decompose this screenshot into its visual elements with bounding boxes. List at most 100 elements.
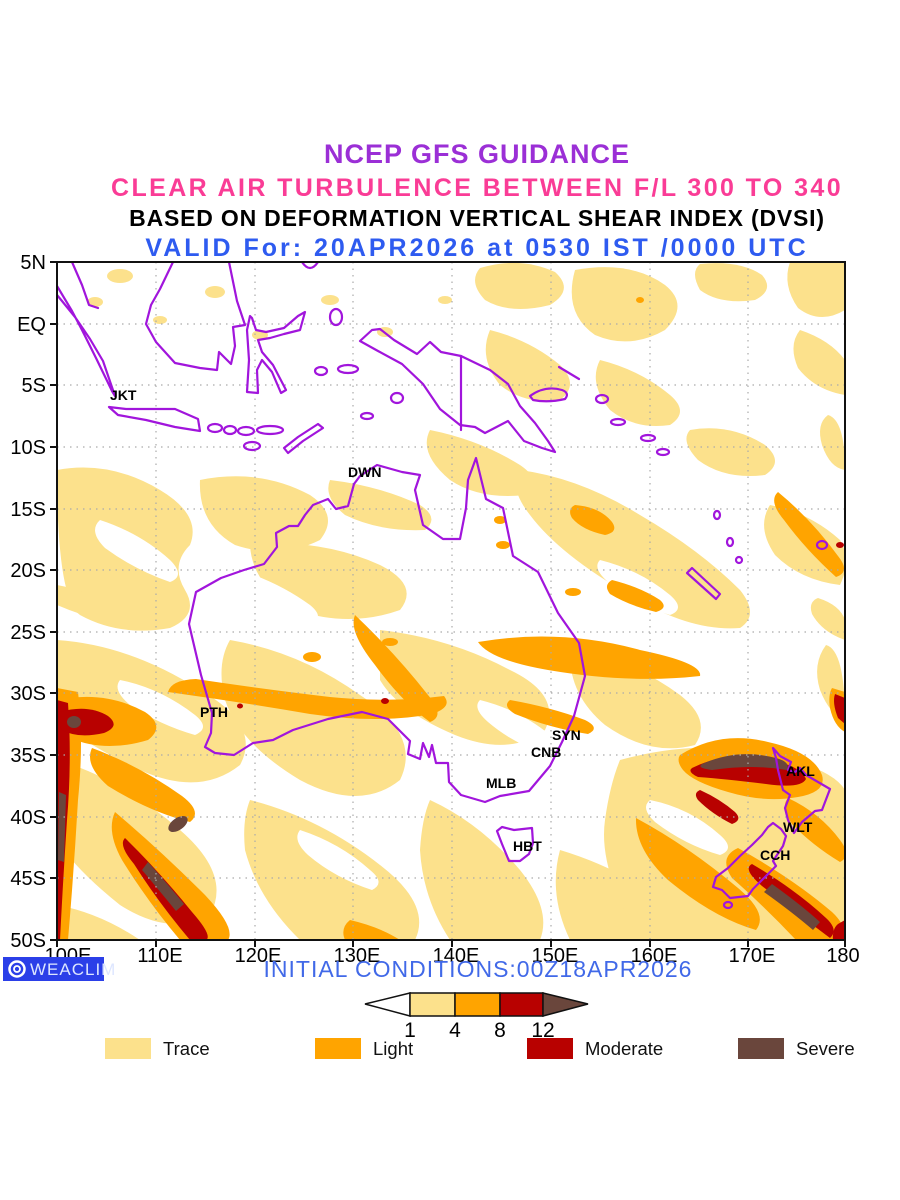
- y-tick-label: 25S: [10, 622, 46, 644]
- y-tick-label: EQ: [17, 314, 46, 336]
- y-tick-label: 35S: [10, 745, 46, 767]
- coastline-sumba: [242, 440, 262, 452]
- y-tick-label: 5S: [22, 375, 46, 397]
- station-label: DWN: [348, 464, 381, 480]
- y-axis-labels: 5N EQ 5S 10S 15S 20S 25S 30S 35S 40S 45S…: [10, 252, 46, 952]
- coastline-malay-peninsula: [70, 262, 100, 310]
- coastline-new-caledonia: [685, 566, 722, 601]
- coastline-stewart-island: [722, 900, 734, 910]
- coastline-borneo: [144, 262, 247, 372]
- y-tick-label: 20S: [10, 560, 46, 582]
- title-method: BASED ON DEFORMATION VERTICAL SHEAR INDE…: [129, 205, 825, 231]
- station-label: MLB: [486, 775, 516, 791]
- legend-swatch: [315, 1038, 361, 1059]
- coastline-new-guinea: [358, 327, 557, 454]
- colorbar-tick: 12: [531, 1019, 554, 1042]
- station-label: JKT: [110, 387, 137, 403]
- colorbar-left-arrow: [364, 992, 411, 1017]
- coastline-flores: [255, 424, 285, 436]
- y-tick-label: 15S: [10, 499, 46, 521]
- y-tick-label: 40S: [10, 807, 46, 829]
- title-valid-time: VALID For: 20APR2026 at 0530 IST /0000 U…: [145, 234, 808, 262]
- logo-ring-inner-icon: [13, 965, 21, 973]
- turbulence-severe-layer: [58, 716, 820, 930]
- coastline-tanimbar: [359, 411, 375, 421]
- coastline-solomons-1: [609, 417, 627, 427]
- coastline-new-britain: [528, 387, 569, 403]
- initial-conditions-text: INITIAL CONDITIONS:00Z18APR2026: [264, 956, 693, 982]
- station-label: AKL: [786, 763, 815, 779]
- x-tick-label: 170E: [729, 945, 776, 967]
- coastlines: [57, 262, 832, 910]
- coastline-timor: [282, 422, 325, 455]
- coastline-new-ireland: [557, 365, 581, 381]
- legend-label: Severe: [796, 1038, 855, 1059]
- x-tick-label: 120E: [235, 945, 282, 967]
- x-tick-label: 130E: [334, 945, 381, 967]
- severity-legend: Trace Light Moderate Severe: [105, 1038, 855, 1059]
- coastline-nz-north-island: [771, 746, 832, 835]
- coastline-seram: [336, 363, 360, 375]
- x-tick-label: 160E: [631, 945, 678, 967]
- legend-swatch: [527, 1038, 573, 1059]
- x-tick-label: 180: [826, 945, 859, 967]
- station-label: HBT: [513, 838, 542, 854]
- coastline-bougainville: [594, 393, 610, 405]
- coastline-bali: [206, 422, 224, 434]
- coastline-halmahera: [328, 307, 344, 327]
- coastline-australia: [187, 456, 587, 804]
- station-label: CNB: [531, 744, 561, 760]
- y-tick-label: 30S: [10, 683, 46, 705]
- station-label: WLT: [783, 819, 813, 835]
- y-tick-label: 45S: [10, 868, 46, 890]
- coastline-tasmania: [495, 825, 535, 863]
- coastline-sumbawa: [236, 425, 256, 437]
- map-plot-area: JKT DWN PTH SYN CNB MLB HBT AKL WLT CCH: [57, 262, 845, 940]
- x-tick-label: 110E: [137, 945, 182, 967]
- axis-ticks: [50, 261, 846, 947]
- coastline-sumatra: [57, 284, 117, 398]
- coastline-sulawesi: [245, 310, 307, 395]
- station-label: SYN: [552, 727, 581, 743]
- colorbar-cell: [499, 992, 544, 1017]
- coastline-lombok: [222, 424, 238, 436]
- coastline-aru: [389, 391, 405, 405]
- station-labels: JKT DWN PTH SYN CNB MLB HBT AKL WLT CCH: [110, 387, 815, 863]
- title-product: CLEAR AIR TURBULENCE BETWEEN F/L 300 TO …: [111, 174, 843, 202]
- weaclim-logo: WEACLIM: [3, 957, 116, 981]
- colorbar-tick: 4: [449, 1019, 461, 1042]
- coastline-java: [107, 405, 202, 433]
- coastline-mindanao-tip: [300, 262, 320, 270]
- title-model: NCEP GFS GUIDANCE: [324, 139, 630, 169]
- coastline-vanuatu-2: [725, 536, 735, 548]
- station-label: PTH: [200, 704, 228, 720]
- x-axis-labels: 100E 110E 120E 130E 140E 150E 160E 170E …: [45, 945, 860, 967]
- coastline-solomons-2: [639, 433, 657, 443]
- coastline-vanuatu-1: [712, 509, 722, 521]
- station-label: CCH: [760, 847, 790, 863]
- legend-label: Moderate: [585, 1038, 663, 1059]
- legend-swatch: [105, 1038, 151, 1059]
- x-tick-label: 140E: [433, 945, 480, 967]
- colorbar-tick: 8: [494, 1019, 506, 1042]
- coastline-solomons-3: [655, 447, 671, 457]
- y-tick-label: 5N: [20, 252, 46, 274]
- colorbar-tick: 1: [404, 1019, 416, 1042]
- y-tick-label: 10S: [10, 437, 46, 459]
- coastline-fiji: [815, 539, 829, 551]
- logo-text: WEACLIM: [30, 960, 116, 979]
- legend-label: Light: [373, 1038, 413, 1059]
- x-tick-label: 150E: [532, 945, 579, 967]
- colorbar-cell: [454, 992, 501, 1017]
- legend-swatch: [738, 1038, 784, 1059]
- y-tick-label: 50S: [10, 930, 46, 952]
- logo-ring-icon: [8, 960, 26, 978]
- coastline-vanuatu-3: [734, 555, 744, 565]
- colorbar: 1 4 8 12: [364, 992, 589, 1042]
- legend-label: Trace: [163, 1038, 210, 1059]
- coastline-buru: [313, 365, 329, 377]
- coastline-nz-south-island: [711, 821, 788, 900]
- colorbar-cell: [409, 992, 456, 1017]
